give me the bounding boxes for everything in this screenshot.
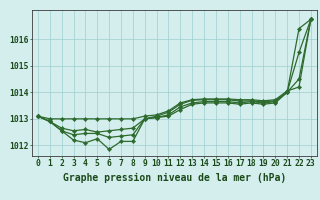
X-axis label: Graphe pression niveau de la mer (hPa): Graphe pression niveau de la mer (hPa): [63, 173, 286, 183]
